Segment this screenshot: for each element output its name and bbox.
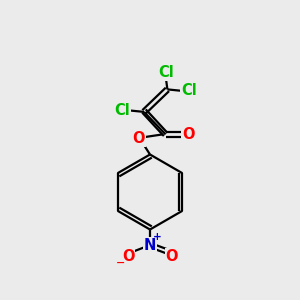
Text: O: O <box>122 249 135 264</box>
Text: Cl: Cl <box>115 103 130 118</box>
Text: Cl: Cl <box>158 65 174 80</box>
Text: −: − <box>116 258 126 268</box>
Text: O: O <box>182 127 194 142</box>
Text: O: O <box>132 131 145 146</box>
Text: O: O <box>165 249 178 264</box>
Text: Cl: Cl <box>181 83 197 98</box>
Text: +: + <box>153 232 162 242</box>
Text: N: N <box>144 238 156 253</box>
